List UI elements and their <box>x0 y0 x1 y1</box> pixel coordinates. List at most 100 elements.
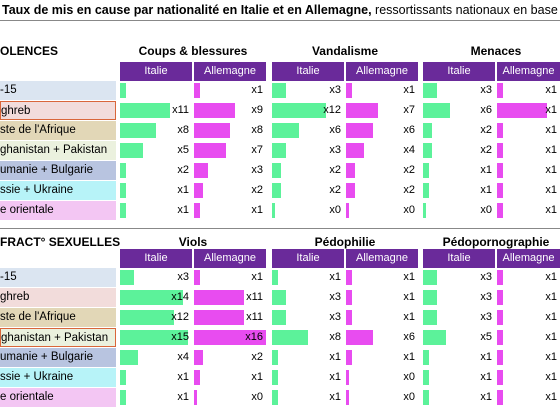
bar <box>120 163 126 178</box>
bar-cell: x0 <box>346 388 418 407</box>
bar-cell: x1 <box>194 81 266 100</box>
bar <box>194 370 200 385</box>
bar <box>272 123 299 138</box>
bar <box>272 83 286 98</box>
bar-cell: x3 <box>272 81 344 100</box>
bar <box>194 83 200 98</box>
bar-cell: x2 <box>346 181 418 200</box>
bar-cell: x5 <box>423 328 495 347</box>
bar-cell: x2 <box>272 181 344 200</box>
bar <box>120 123 156 138</box>
bar <box>423 370 429 385</box>
value-label: x1 <box>177 184 189 196</box>
bar <box>346 163 355 178</box>
row-label: ghreb <box>0 288 116 307</box>
bar <box>120 370 126 385</box>
bar <box>497 183 503 198</box>
bar <box>346 83 352 98</box>
bar <box>423 290 437 305</box>
value-label: x3 <box>329 144 341 156</box>
value-label: x2 <box>251 351 263 363</box>
bar <box>194 310 244 325</box>
value-label: x1 <box>545 311 557 323</box>
bar-cell: x1 <box>272 268 344 287</box>
bar-cell: x1 <box>120 388 192 407</box>
group-title: Viols <box>178 235 208 249</box>
column-header: Italie <box>423 62 495 81</box>
bar-cell: x1 <box>272 388 344 407</box>
group-title: Vandalisme <box>311 44 379 58</box>
bar <box>346 310 352 325</box>
bar <box>272 390 278 405</box>
bar <box>272 290 286 305</box>
value-label: x2 <box>177 164 189 176</box>
value-label: x6 <box>403 331 415 343</box>
bar <box>194 350 203 365</box>
bar <box>120 143 143 158</box>
bar-cell: x1 <box>497 348 560 367</box>
bar <box>346 350 352 365</box>
bar <box>194 163 208 178</box>
bar <box>497 163 503 178</box>
value-label: x1 <box>545 204 557 216</box>
bar-cell: x1 <box>497 201 560 220</box>
bar-cell: x3 <box>120 268 192 287</box>
bar <box>120 330 188 345</box>
bar-cell: x0 <box>194 388 266 407</box>
bar <box>423 330 446 345</box>
value-label: x1 <box>545 331 557 343</box>
column-header: Italie <box>120 62 192 81</box>
value-label: x8 <box>329 331 341 343</box>
value-label: x0 <box>403 371 415 383</box>
value-label: x5 <box>480 331 492 343</box>
bar-cell: x0 <box>272 201 344 220</box>
value-label: x1 <box>545 84 557 96</box>
row-label: -15 <box>0 81 116 100</box>
value-label: x1 <box>403 291 415 303</box>
row-label: e orientale <box>0 388 116 407</box>
bar <box>272 103 326 118</box>
bar <box>423 350 429 365</box>
bar-cell: x1 <box>423 181 495 200</box>
bar-cell: x1 <box>272 368 344 387</box>
value-label: x2 <box>251 184 263 196</box>
bar-cell: x11 <box>194 308 266 327</box>
value-label: x1 <box>545 164 557 176</box>
row-label: umanie + Bulgarie <box>0 161 116 180</box>
bar <box>497 83 503 98</box>
value-label: x1 <box>403 271 415 283</box>
bar <box>120 290 183 305</box>
bar <box>497 330 503 345</box>
value-label: x1 <box>177 371 189 383</box>
bar-cell: x8 <box>194 121 266 140</box>
value-label: x0 <box>251 391 263 403</box>
value-label: x1 <box>403 84 415 96</box>
column-header: Allemagne <box>497 62 560 81</box>
row-label: umanie + Bulgarie <box>0 348 116 367</box>
group-title: Coups & blessures <box>138 44 248 58</box>
bar-cell <box>120 81 192 100</box>
bar <box>194 270 200 285</box>
bar-cell: x1 <box>497 161 560 180</box>
column-header: Allemagne <box>497 249 560 268</box>
column-header: Italie <box>272 62 344 81</box>
bar <box>497 270 503 285</box>
bar <box>497 390 503 405</box>
row-label: ssie + Ukraine <box>0 181 116 200</box>
bar-cell: x1 <box>346 348 418 367</box>
bar <box>423 183 429 198</box>
value-label: x1 <box>545 124 557 136</box>
value-label: x1 <box>545 184 557 196</box>
value-label: x2 <box>403 184 415 196</box>
value-label: x0 <box>403 204 415 216</box>
value-label: x1 <box>480 184 492 196</box>
value-label: x6 <box>480 104 492 116</box>
bar-cell: x14 <box>120 288 192 307</box>
bar <box>272 270 278 285</box>
value-label: x3 <box>480 84 492 96</box>
bar-cell: x3 <box>423 81 495 100</box>
bar <box>194 143 226 158</box>
bar-cell: x11 <box>194 288 266 307</box>
bar <box>120 350 138 365</box>
group-title: Pédopornographie <box>442 235 550 249</box>
